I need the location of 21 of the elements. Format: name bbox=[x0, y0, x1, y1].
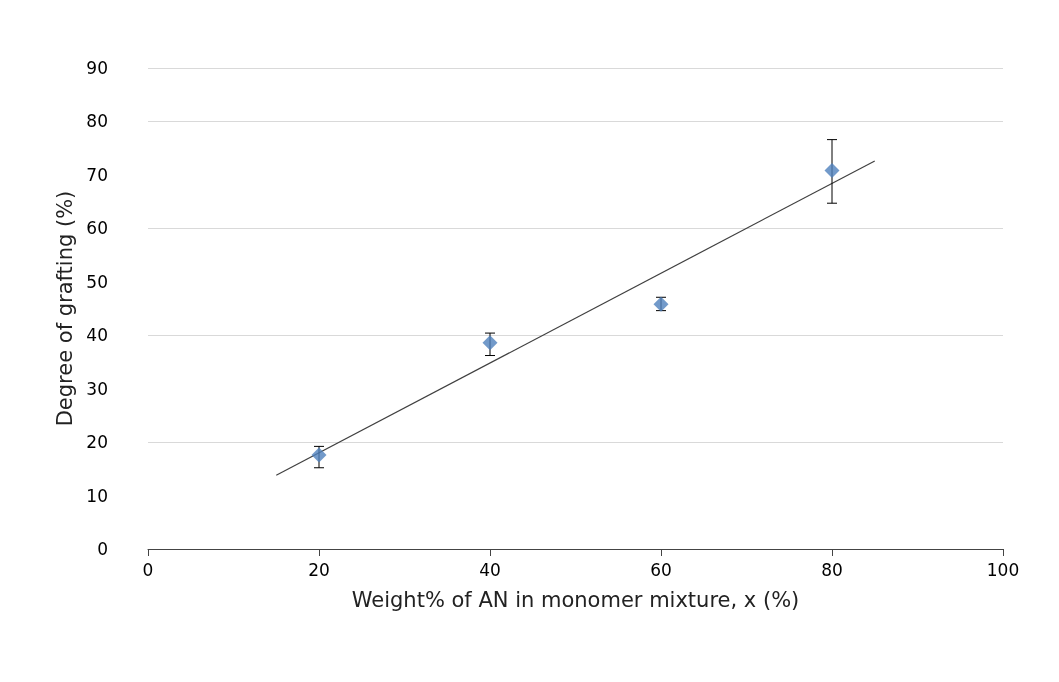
y-tick-label: 0 bbox=[97, 539, 108, 559]
point bbox=[311, 447, 327, 463]
point bbox=[482, 335, 498, 351]
y-tick-label: 90 bbox=[86, 58, 108, 78]
x-tick-label: 0 bbox=[142, 559, 154, 580]
y-tick-label: 50 bbox=[86, 271, 108, 292]
x-tick-label: 20 bbox=[308, 559, 330, 580]
x-tick-label: 100 bbox=[986, 559, 1020, 580]
x-tick-label: 80 bbox=[821, 559, 843, 580]
y-tick-label: 80 bbox=[86, 111, 108, 132]
y-tick-label: 70 bbox=[86, 164, 108, 185]
y-axis-title: Degree of grafting (%) bbox=[52, 190, 77, 427]
y-tick-label: 20 bbox=[86, 432, 108, 453]
y-tick-label: 30 bbox=[86, 378, 108, 399]
x-tick-label: 40 bbox=[479, 559, 501, 580]
y-tick-label: 40 bbox=[86, 325, 108, 346]
y-tick-label: 60 bbox=[86, 218, 108, 239]
y-tick-label: 10 bbox=[86, 485, 108, 506]
x-tick-label: 60 bbox=[650, 559, 672, 580]
x-axis-title: Weight% of AN in monomer mixture, x (%) bbox=[351, 587, 800, 612]
point bbox=[824, 163, 840, 179]
